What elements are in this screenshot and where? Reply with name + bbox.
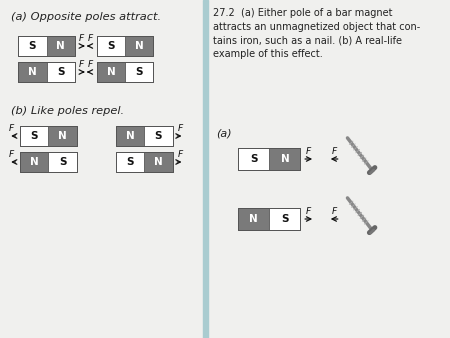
Text: $F$: $F$ bbox=[177, 148, 184, 159]
Text: S: S bbox=[59, 157, 66, 167]
Bar bbox=[238, 208, 301, 230]
Bar bbox=[238, 208, 270, 230]
Text: $F$: $F$ bbox=[305, 145, 312, 156]
Bar bbox=[116, 126, 173, 146]
Bar bbox=[20, 152, 76, 172]
Text: (a): (a) bbox=[216, 128, 232, 138]
Bar bbox=[202, 0, 208, 338]
Text: $F$: $F$ bbox=[78, 58, 85, 69]
Bar bbox=[97, 62, 153, 82]
Bar bbox=[238, 148, 270, 170]
Bar bbox=[20, 152, 49, 172]
Bar bbox=[20, 126, 76, 146]
Bar bbox=[49, 152, 76, 172]
Text: N: N bbox=[107, 67, 115, 77]
Text: $F$: $F$ bbox=[305, 205, 312, 216]
Bar bbox=[97, 62, 125, 82]
Text: N: N bbox=[30, 157, 39, 167]
Text: N: N bbox=[28, 67, 37, 77]
Bar bbox=[49, 126, 76, 146]
Text: $F$: $F$ bbox=[8, 122, 15, 133]
Text: $F$: $F$ bbox=[177, 122, 184, 133]
Bar bbox=[18, 36, 46, 56]
Bar bbox=[270, 148, 301, 170]
Text: S: S bbox=[31, 131, 38, 141]
Bar bbox=[97, 36, 125, 56]
Bar bbox=[125, 36, 153, 56]
Text: $F$: $F$ bbox=[332, 205, 339, 216]
Bar bbox=[18, 62, 46, 82]
Bar bbox=[97, 36, 153, 56]
Text: S: S bbox=[135, 67, 143, 77]
Bar bbox=[144, 126, 173, 146]
Text: $F$: $F$ bbox=[78, 32, 85, 43]
Text: N: N bbox=[280, 154, 289, 164]
Text: (a) Opposite poles attract.: (a) Opposite poles attract. bbox=[11, 12, 161, 22]
Text: $F$: $F$ bbox=[8, 148, 15, 159]
Bar bbox=[270, 208, 301, 230]
Text: S: S bbox=[281, 214, 288, 224]
Text: $F$: $F$ bbox=[87, 58, 94, 69]
Bar bbox=[18, 36, 75, 56]
Text: S: S bbox=[29, 41, 36, 51]
Bar bbox=[18, 62, 75, 82]
Text: $F$: $F$ bbox=[332, 145, 339, 156]
Text: N: N bbox=[249, 214, 258, 224]
Text: N: N bbox=[154, 157, 163, 167]
Text: $F$: $F$ bbox=[87, 32, 94, 43]
Text: S: S bbox=[57, 67, 64, 77]
Bar bbox=[116, 152, 144, 172]
Text: S: S bbox=[107, 41, 115, 51]
Bar bbox=[125, 62, 153, 82]
Text: (b) Like poles repel.: (b) Like poles repel. bbox=[11, 106, 124, 116]
Text: N: N bbox=[135, 41, 144, 51]
Text: N: N bbox=[58, 131, 67, 141]
Bar bbox=[144, 152, 173, 172]
Text: S: S bbox=[126, 157, 134, 167]
Bar bbox=[46, 36, 75, 56]
Bar bbox=[46, 62, 75, 82]
Bar bbox=[116, 126, 144, 146]
Text: 27.2  (a) Either pole of a bar magnet
attracts an unmagnetized object that con-
: 27.2 (a) Either pole of a bar magnet att… bbox=[213, 8, 420, 59]
Bar bbox=[116, 152, 173, 172]
Text: S: S bbox=[250, 154, 257, 164]
Text: S: S bbox=[155, 131, 162, 141]
Text: N: N bbox=[56, 41, 65, 51]
Bar bbox=[238, 148, 301, 170]
Bar bbox=[20, 126, 49, 146]
Text: N: N bbox=[126, 131, 135, 141]
